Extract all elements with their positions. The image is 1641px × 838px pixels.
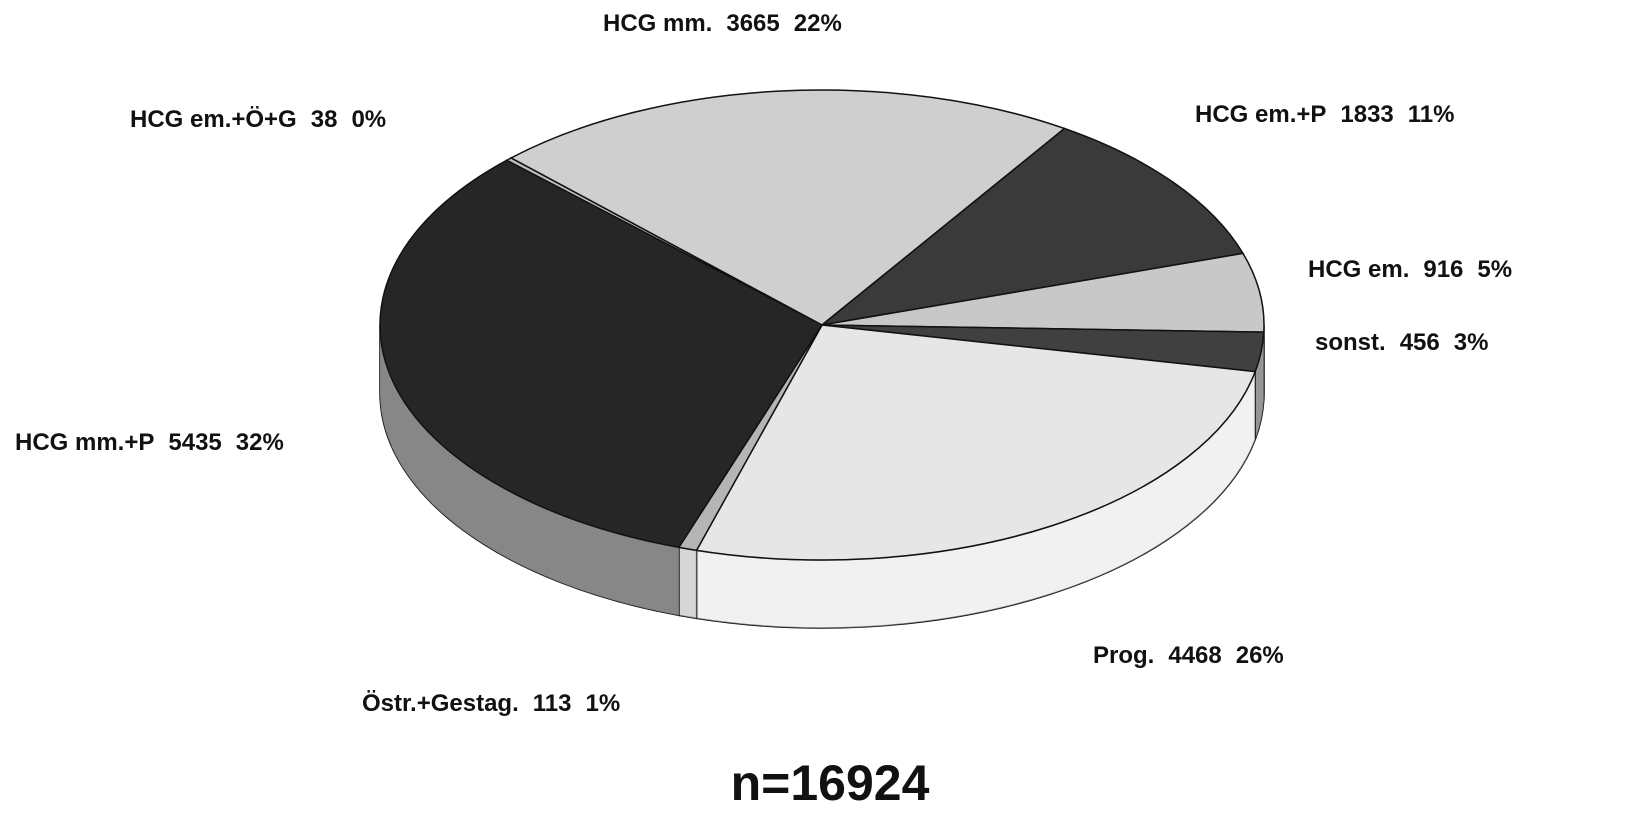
slice-count: 38 bbox=[311, 106, 338, 133]
slice-count: 5435 bbox=[168, 429, 221, 456]
pie-side-shade bbox=[379, 325, 679, 616]
slice-name: HCG mm.+P bbox=[15, 429, 154, 456]
slice-percent: 1% bbox=[585, 690, 620, 717]
slice-count: 4468 bbox=[1168, 642, 1221, 669]
pie-side-shade bbox=[696, 371, 1256, 628]
slice-name: Östr.+Gestag. bbox=[362, 690, 519, 717]
slice-name: HCG em.+P bbox=[1195, 101, 1326, 128]
slice-label: HCG em.+P 1833 11% bbox=[1195, 101, 1455, 128]
slice-label: Prog. 4468 26% bbox=[1093, 642, 1284, 669]
slice-label: HCG em. 916 5% bbox=[1308, 256, 1512, 283]
slice-percent: 3% bbox=[1454, 329, 1489, 356]
pie-side-shade bbox=[678, 547, 697, 619]
slice-count: 1833 bbox=[1340, 101, 1393, 128]
slice-percent: 11% bbox=[1408, 101, 1455, 128]
slice-count: 456 bbox=[1400, 329, 1440, 356]
slice-name: HCG em. bbox=[1308, 256, 1409, 283]
pie-slice bbox=[821, 252, 1265, 333]
slice-count: 916 bbox=[1423, 256, 1463, 283]
slice-percent: 0% bbox=[351, 106, 386, 133]
pie-slice bbox=[695, 324, 1257, 561]
pie-slice bbox=[819, 127, 1245, 327]
chart-title: n=16924 bbox=[731, 755, 930, 811]
slice-name: sonst. bbox=[1315, 329, 1386, 356]
slice-name: HCG mm. bbox=[603, 10, 712, 37]
slice-percent: 5% bbox=[1477, 256, 1512, 283]
slice-percent: 26% bbox=[1236, 642, 1284, 669]
slice-name: Prog. bbox=[1093, 642, 1154, 669]
slice-label: sonst. 456 3% bbox=[1315, 329, 1488, 356]
slice-label: HCG em.+Ö+G 38 0% bbox=[130, 106, 386, 133]
pie-slice bbox=[509, 89, 1066, 326]
slice-percent: 32% bbox=[236, 429, 284, 456]
slice-label: Östr.+Gestag. 113 1% bbox=[362, 690, 620, 717]
slice-label: HCG mm.+P 5435 32% bbox=[15, 429, 284, 456]
slice-count: 3665 bbox=[726, 10, 779, 37]
slice-name: HCG em.+Ö+G bbox=[130, 106, 297, 133]
slice-percent: 22% bbox=[794, 10, 842, 37]
pie-side-shade bbox=[1255, 332, 1264, 440]
slice-count: 113 bbox=[533, 690, 572, 717]
pie-slice bbox=[379, 159, 824, 549]
slice-label: HCG mm. 3665 22% bbox=[603, 10, 842, 37]
